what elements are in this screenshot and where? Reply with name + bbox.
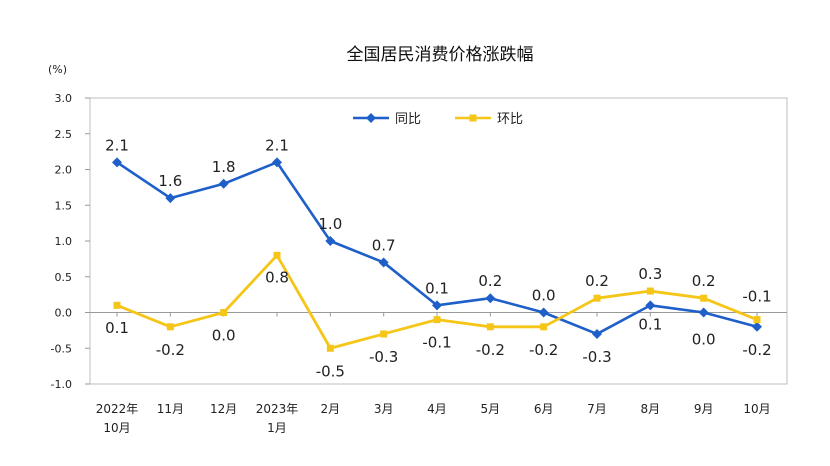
- data-label-mom: -0.1: [422, 334, 451, 352]
- data-label-yoy: 0.2: [478, 272, 502, 290]
- data-label-yoy: 2.1: [265, 136, 289, 154]
- data-point-mom: [220, 309, 228, 316]
- data-label-mom: -0.2: [156, 341, 185, 359]
- y-tick-label: -0.5: [51, 342, 72, 355]
- data-point-yoy: [752, 321, 762, 332]
- data-labels: 2.1 1.6 1.8 2.1 1.0 0.7 0.1 0.2 0.0 -0.3 0.1 0.0 -0.…: [105, 136, 772, 380]
- y-tick-label: 0.0: [55, 307, 73, 320]
- x-axis: 2022年 10月 11月 12月 2023年 1月 2月 3月 4月 5月 6月 7月 8月 9月 10月: [96, 312, 771, 435]
- y-tick-label: 0.5: [55, 271, 73, 284]
- data-point-yoy: [218, 178, 229, 189]
- data-point-yoy: [698, 307, 709, 318]
- chart-title: 全国居民消费价格涨跌幅: [347, 45, 534, 65]
- data-point-mom: [326, 344, 334, 352]
- data-label-yoy: -0.2: [742, 341, 771, 359]
- x-tick-label: 2022年: [96, 402, 139, 416]
- x-tick-label: 2月: [321, 402, 341, 416]
- data-point-yoy: [272, 157, 282, 168]
- data-point-mom: [646, 287, 654, 295]
- data-label-yoy: 1.0: [318, 215, 342, 233]
- data-label-yoy: 0.1: [425, 279, 449, 297]
- data-point-yoy: [325, 236, 336, 246]
- data-label-mom: 0.8: [265, 268, 289, 286]
- y-axis: 3.0 2.5 2.0 1.5 1.0 0.5 0.0 -0.5 -1.0: [51, 92, 787, 391]
- data-point-yoy: [645, 300, 656, 311]
- data-point-mom: [166, 323, 174, 331]
- x-tick-label: 6月: [534, 402, 554, 416]
- y-tick-label: 2.0: [55, 164, 73, 177]
- y-unit-label: (%): [48, 63, 67, 76]
- data-label-yoy: 1.6: [158, 172, 182, 190]
- legend-marker: [366, 113, 376, 123]
- x-tick-label: 7月: [587, 402, 607, 416]
- data-point-mom: [433, 316, 441, 324]
- data-point-yoy: [432, 300, 442, 311]
- x-tick-label: 10月: [103, 421, 130, 435]
- data-point-yoy: [538, 307, 549, 318]
- data-label-yoy: 2.1: [105, 136, 129, 154]
- data-point-mom: [380, 330, 388, 338]
- data-point-mom: [700, 294, 708, 302]
- data-point-yoy: [165, 193, 176, 204]
- x-tick-label: 10月: [743, 402, 770, 416]
- data-label-yoy: 1.8: [212, 158, 236, 176]
- data-point-yoy: [485, 293, 496, 304]
- data-label-mom: 0.0: [212, 327, 236, 345]
- data-label-mom: -0.2: [476, 341, 505, 359]
- data-point-mom: [273, 251, 281, 259]
- x-tick-label: 5月: [481, 402, 501, 416]
- data-point-mom: [113, 301, 121, 309]
- data-label-mom: -0.1: [742, 288, 771, 306]
- data-label-yoy: 0.7: [372, 236, 396, 254]
- data-label-yoy: 0.1: [638, 315, 662, 333]
- data-label-mom: 0.3: [638, 265, 662, 283]
- x-tick-label: 8月: [641, 402, 661, 416]
- data-point-yoy: [112, 157, 122, 168]
- data-label-yoy: 0.0: [692, 331, 716, 349]
- data-point-yoy: [378, 257, 389, 268]
- y-tick-label: 3.0: [55, 92, 73, 105]
- x-tick-label: 3月: [374, 402, 394, 416]
- data-label-mom: -0.5: [316, 362, 345, 380]
- x-tick-label: 4月: [427, 402, 447, 416]
- legend: 同比 环比: [353, 112, 523, 127]
- x-tick-label: 2023年: [256, 402, 299, 416]
- data-label-yoy: -0.3: [582, 348, 611, 366]
- data-label-mom: -0.3: [369, 348, 398, 366]
- data-point-mom: [540, 323, 548, 331]
- data-label-mom: 0.2: [692, 272, 716, 290]
- x-tick-label: 11月: [157, 402, 184, 416]
- data-label-mom: -0.2: [529, 341, 558, 359]
- data-point-yoy: [592, 328, 602, 339]
- x-tick-label: 1月: [267, 421, 287, 435]
- y-tick-label: 2.5: [55, 128, 73, 141]
- data-point-mom: [753, 316, 761, 324]
- data-point-mom: [486, 323, 494, 331]
- y-tick-label: 1.5: [55, 199, 73, 212]
- data-point-mom: [593, 294, 601, 302]
- series-layer: [112, 157, 762, 352]
- legend-label: 同比: [395, 112, 421, 127]
- x-tick-label: 12月: [210, 402, 237, 416]
- y-tick-label: 1.0: [55, 235, 73, 248]
- y-tick-label: -1.0: [51, 378, 72, 391]
- data-label-yoy: 0.0: [532, 287, 556, 305]
- data-label-mom: 0.2: [585, 272, 609, 290]
- x-tick-label: 9月: [694, 402, 714, 416]
- legend-marker: [469, 114, 477, 122]
- legend-label: 环比: [497, 112, 523, 127]
- data-label-mom: 0.1: [105, 319, 129, 337]
